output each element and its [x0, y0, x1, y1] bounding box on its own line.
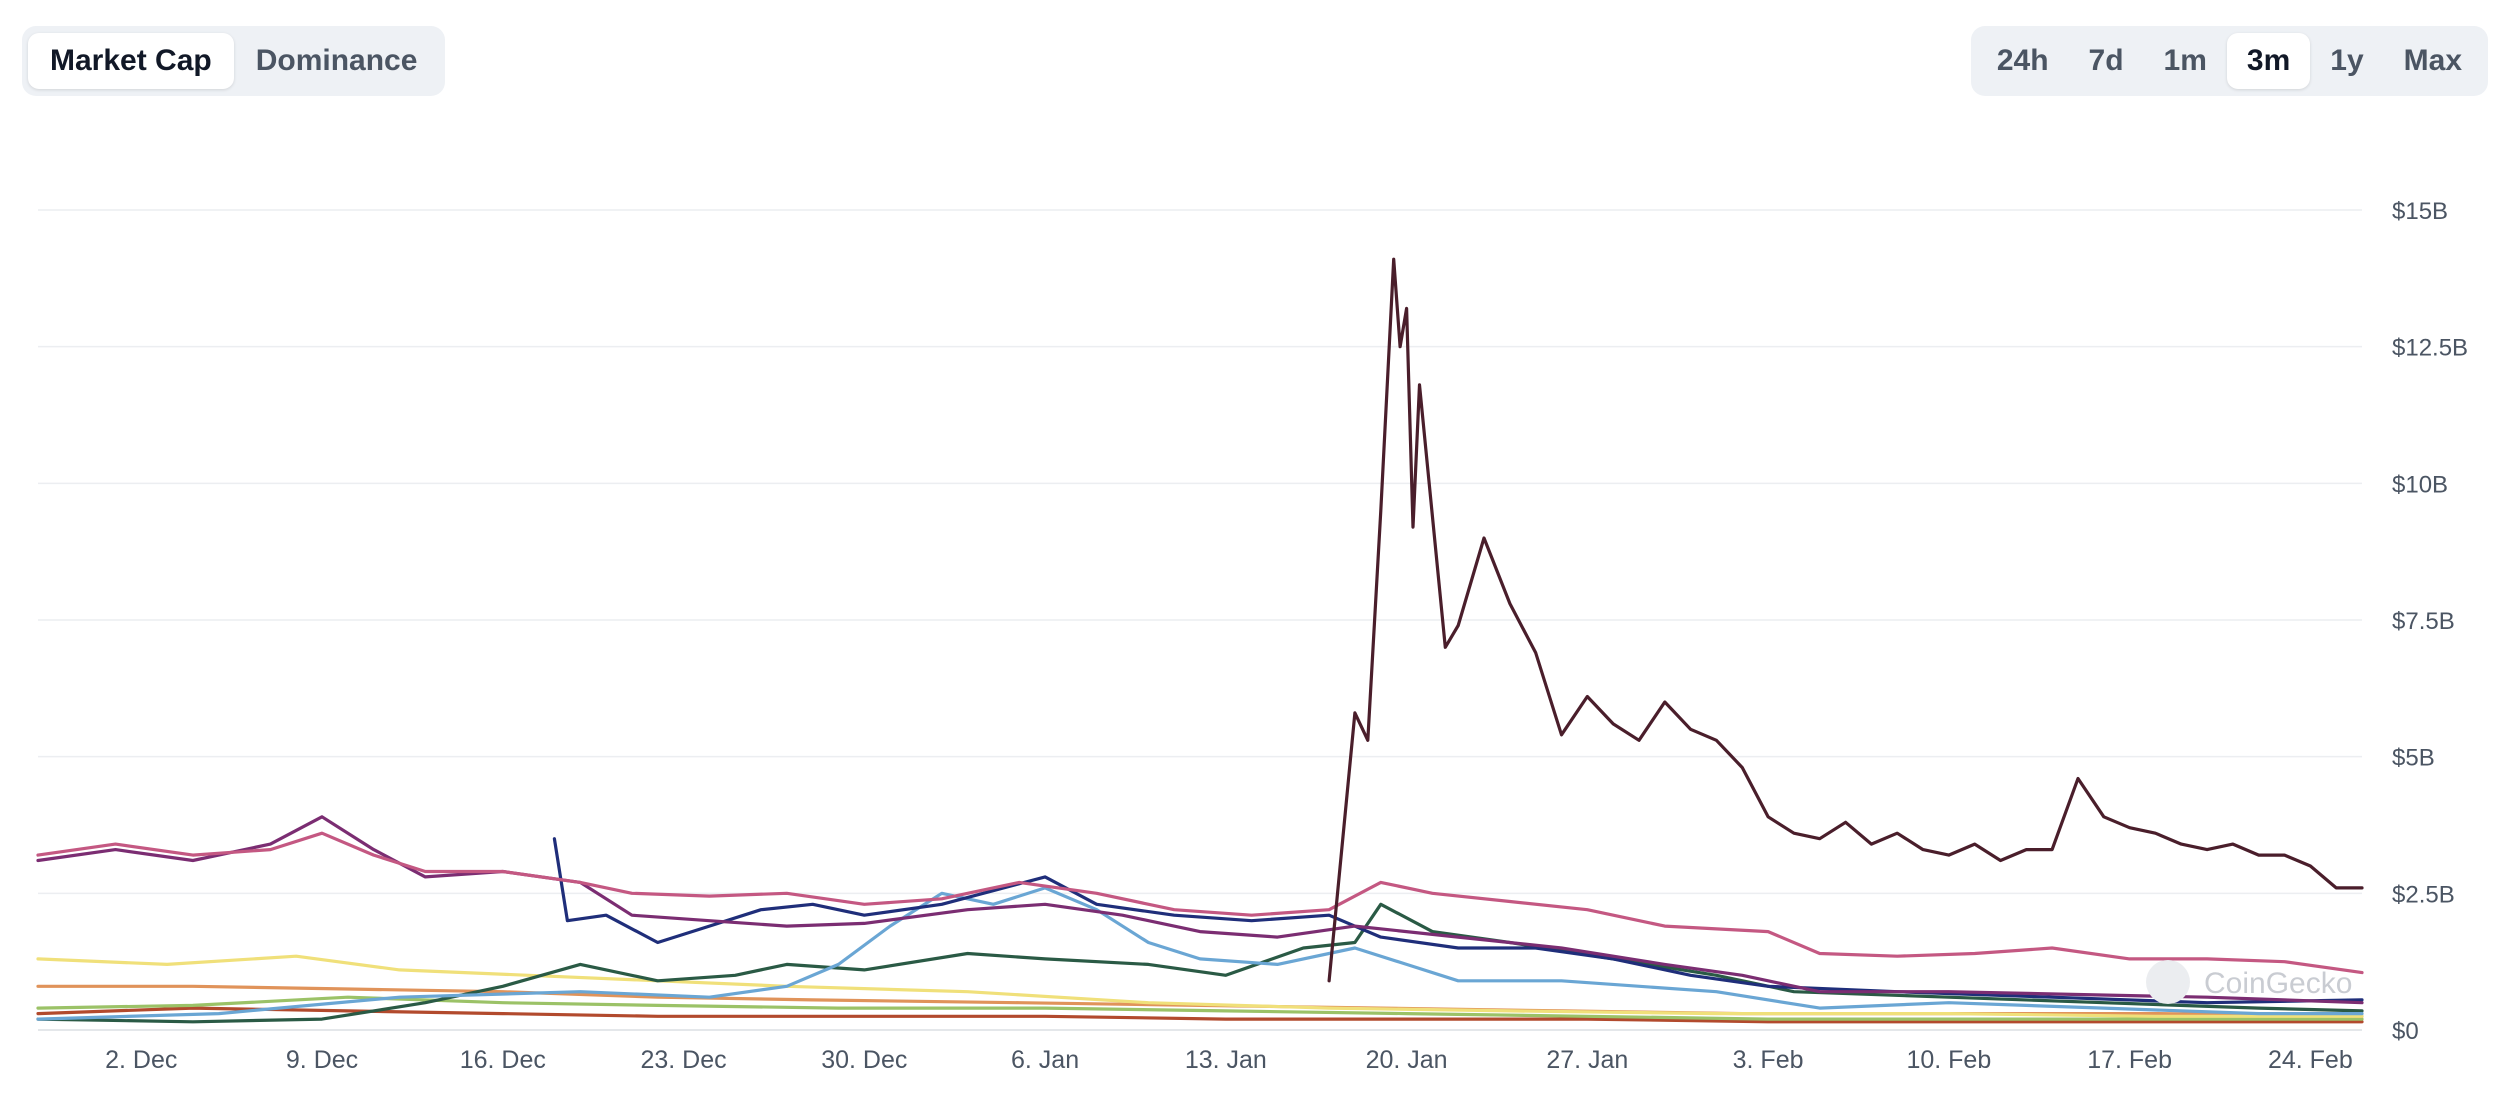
x-tick-label: 9. Dec	[286, 1046, 358, 1074]
range-3m-button[interactable]: 3m	[2226, 33, 2311, 89]
market-cap-tab[interactable]: Market Cap	[28, 33, 234, 89]
x-tick-label: 17. Feb	[2087, 1046, 2172, 1074]
y-tick-label: $10B	[2392, 471, 2448, 498]
chart-gridlines	[38, 209, 2362, 1031]
y-tick-label: $5B	[2392, 745, 2435, 772]
series-line	[36, 815, 2364, 1005]
x-tick-label: 10. Feb	[1906, 1046, 1991, 1074]
coingecko-watermark: CoinGecko	[2146, 960, 2352, 1004]
gecko-logo-icon	[2146, 960, 2190, 1004]
range-max-button[interactable]: Max	[2403, 44, 2462, 77]
x-tick-label: 20. Jan	[1366, 1046, 1448, 1074]
time-range-toggle: 24h 7d 1m 3m 1y Max	[1970, 26, 2488, 96]
range-1m-button[interactable]: 1m	[2163, 44, 2207, 77]
x-tick-label: 3. Feb	[1733, 1046, 1804, 1074]
series-line	[36, 954, 2364, 1018]
y-tick-label: $15B	[2392, 198, 2448, 225]
x-tick-label: 13. Jan	[1185, 1046, 1267, 1074]
x-tick-label: 2. Dec	[105, 1046, 177, 1074]
range-24h-button[interactable]: 24h	[1996, 44, 2049, 77]
y-tick-label: $7.5B	[2392, 608, 2455, 635]
chart-series	[36, 257, 2364, 1024]
y-tick-label: $2.5B	[2392, 881, 2455, 908]
watermark-text: CoinGecko	[2204, 967, 2352, 1000]
series-line	[1327, 257, 2364, 983]
dominance-tab[interactable]: Dominance	[255, 44, 418, 77]
x-tick-label: 27. Jan	[1546, 1046, 1628, 1074]
series-line	[36, 831, 2364, 975]
x-tick-label: 30. Dec	[821, 1046, 907, 1074]
y-tick-label: $12.5B	[2392, 335, 2468, 362]
range-7d-button[interactable]: 7d	[2088, 44, 2124, 77]
view-toggle: Market Cap Dominance	[22, 26, 446, 96]
x-tick-label: 6. Jan	[1011, 1046, 1079, 1074]
x-tick-label: 23. Dec	[640, 1046, 726, 1074]
series-line	[36, 886, 2364, 1021]
series-line	[36, 902, 2364, 1024]
range-1y-button[interactable]: 1y	[2330, 44, 2364, 77]
x-axis: 2. Dec 9. Dec 16. Dec 23. Dec 30. Dec 6. Jan 1…	[105, 1046, 2353, 1074]
y-axis: $0 $2.5B $5B $7.5B $10B $12.5B $15B	[2392, 198, 2468, 1045]
x-tick-label: 16. Dec	[460, 1046, 546, 1074]
y-tick-label: $0	[2392, 1018, 2419, 1045]
series-line	[552, 837, 2364, 1005]
x-tick-label: 24. Feb	[2268, 1046, 2353, 1074]
